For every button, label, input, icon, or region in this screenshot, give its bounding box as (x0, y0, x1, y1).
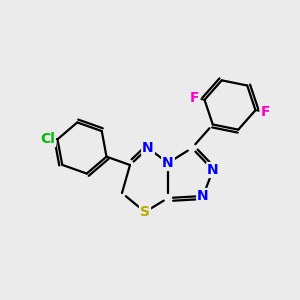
Text: F: F (190, 91, 200, 105)
Text: S: S (140, 205, 150, 219)
Text: F: F (260, 105, 270, 119)
Text: N: N (162, 156, 174, 170)
Text: N: N (142, 141, 154, 155)
Text: N: N (197, 189, 209, 203)
Text: Cl: Cl (40, 132, 55, 146)
Text: N: N (207, 163, 219, 177)
